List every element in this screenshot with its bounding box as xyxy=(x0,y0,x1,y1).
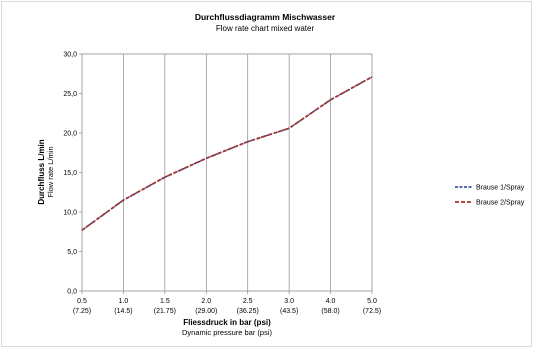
x-tick-sublabel-7: (72.5) xyxy=(363,308,381,315)
y-axis-ticks: 0,0 5,0 10,0 15,0 20,0 25,0 30,0 xyxy=(63,52,82,296)
chart-subtitle: Flow rate chart mixed water xyxy=(216,24,315,33)
x-tick-label-5: 3.0 xyxy=(284,298,294,305)
x-tick-label-3: 2.0 xyxy=(201,298,211,305)
x-tick-sublabel-3: (29.00) xyxy=(195,308,217,315)
x-tick-sublabel-1: (14.5) xyxy=(114,308,132,315)
y-tick-label-2: 10,0 xyxy=(63,210,77,217)
x-axis-sublabel: Dynamic pressure bar (psi) xyxy=(182,328,273,337)
legend: Brause 1/Spray Brause 2/Spray xyxy=(455,185,525,207)
x-tick-label-2: 1.5 xyxy=(160,298,170,305)
x-tick-sublabel-2: (21.75) xyxy=(154,308,176,315)
y-tick-label-5: 25,0 xyxy=(63,91,77,98)
x-axis-ticks: 0.5 (7.25) 1.0 (14.5) 1.5 (21.75) 2.0 (29.00) 2.… xyxy=(73,291,381,315)
y-tick-label-3: 15,0 xyxy=(63,170,77,177)
x-tick-label-6: 4.0 xyxy=(326,298,336,305)
y-tick-label-6: 30,0 xyxy=(63,52,77,59)
y-tick-label-0: 0,0 xyxy=(67,289,77,296)
x-tick-label-4: 2.5 xyxy=(243,298,253,305)
legend-label-brause-1: Brause 1/Spray xyxy=(476,185,525,192)
y-axis-label: Durchfluss L/min xyxy=(37,139,46,204)
plot-area xyxy=(81,53,373,292)
y-axis-sublabel: Flow rate L/min xyxy=(46,146,55,197)
x-tick-sublabel-0: (7.25) xyxy=(73,308,91,315)
y-tick-label-1: 5,0 xyxy=(67,249,77,256)
x-tick-sublabel-4: (36.25) xyxy=(237,308,259,315)
x-tick-sublabel-6: (58.0) xyxy=(321,308,339,315)
x-tick-label-0: 0.5 xyxy=(77,298,87,305)
x-tick-label-7: 5.0 xyxy=(367,298,377,305)
x-tick-label-1: 1.0 xyxy=(119,298,129,305)
series-lines xyxy=(81,76,373,231)
x-axis-label: Fliessdruck in bar (psi) xyxy=(183,318,271,327)
chart-title: Durchflussdiagramm Mischwasser xyxy=(195,12,336,22)
y-tick-label-4: 20,0 xyxy=(63,131,77,138)
vertical-gridlines xyxy=(123,54,331,291)
series-line-1 xyxy=(81,76,373,231)
legend-label-brause-2: Brause 2/Spray xyxy=(476,200,525,207)
x-tick-sublabel-5: (43.5) xyxy=(280,308,298,315)
